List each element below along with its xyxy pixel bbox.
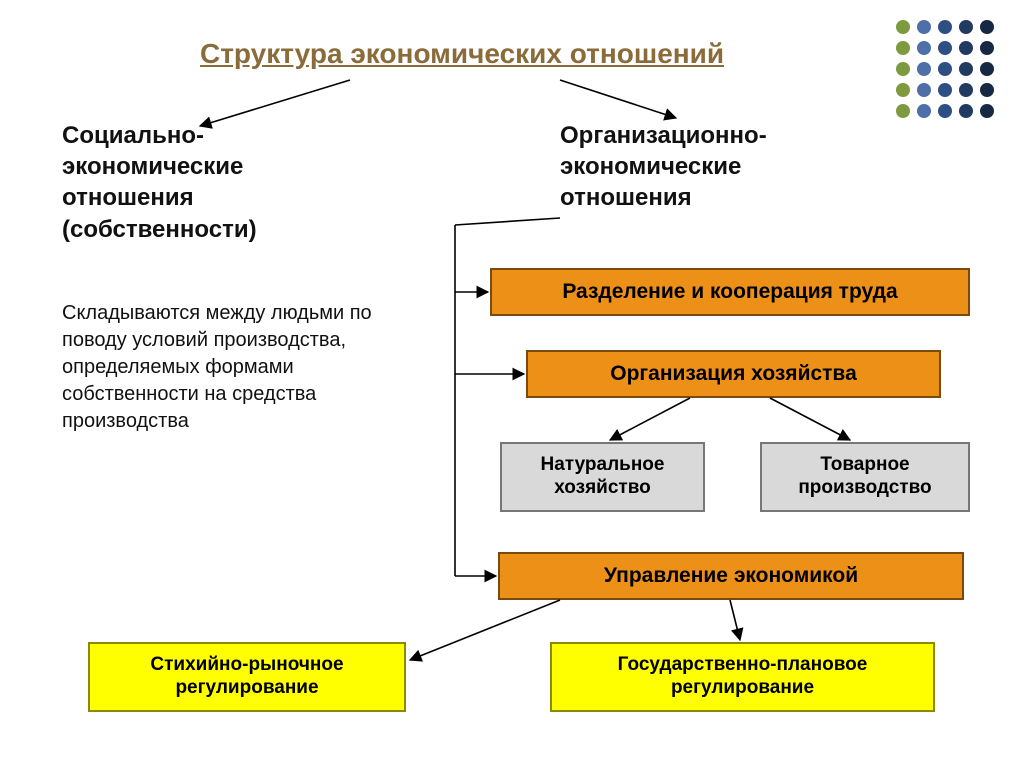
diagram-title: Структура экономических отношений	[200, 38, 724, 70]
box-natural-economy: Натуральное хозяйство	[500, 442, 705, 512]
left-branch-description: Складываются между людьми по поводу усло…	[62, 300, 407, 435]
box-market-regulation: Стихийно-рыночное регулирование	[88, 642, 406, 712]
left-branch-title: Социально- экономические отношения (собс…	[62, 120, 322, 245]
dot-matrix-decoration	[894, 18, 996, 120]
box-management: Управление экономикой	[498, 552, 964, 600]
right-branch-title: Организационно- экономические отношения	[560, 120, 860, 214]
box-organization: Организация хозяйства	[526, 350, 941, 398]
box-division-labor: Разделение и кооперация труда	[490, 268, 970, 316]
box-commodity-production: Товарное производство	[760, 442, 970, 512]
box-planned-regulation: Государственно-плановое регулирование	[550, 642, 935, 712]
